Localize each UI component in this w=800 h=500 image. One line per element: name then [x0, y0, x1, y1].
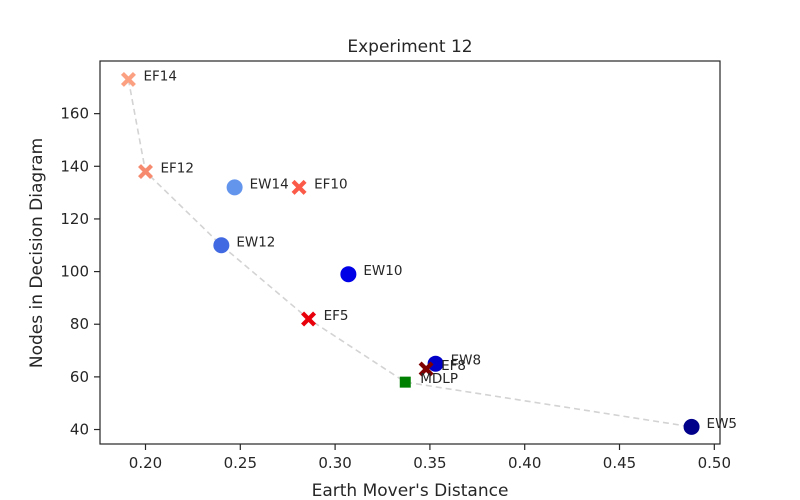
point-marker-ef12: [138, 164, 153, 180]
point-marker-ef14: [120, 71, 136, 87]
point-marker-ew5: [683, 418, 700, 435]
point-label-ef10: EF10: [314, 176, 347, 192]
point-marker-ew14: [226, 179, 243, 196]
point-ef14: EF14: [120, 68, 177, 87]
point-label-ew10: EW10: [363, 263, 402, 279]
point-marker-ew8: [427, 355, 444, 372]
point-marker-ef5: [301, 311, 317, 327]
x-tick-label: 0.40: [508, 454, 541, 472]
point-ef5: EF5: [301, 308, 349, 327]
point-ew12: EW12: [213, 234, 275, 254]
plot-frame: [99, 60, 721, 445]
point-ew10: EW10: [340, 263, 402, 283]
point-label-ew5: EW5: [707, 416, 737, 432]
point-marker-ef8: [418, 361, 434, 377]
point-label-ew12: EW12: [236, 234, 275, 250]
x-axis: 0.20 0.25 0.30 0.35 0.40 0.45 0.50: [129, 444, 731, 472]
x-tick-label: 0.30: [318, 454, 351, 472]
y-tick-label: 60: [70, 368, 89, 386]
point-mdlp: MDLP: [399, 371, 458, 388]
x-axis-label: Earth Mover's Distance: [312, 481, 509, 500]
x-tick-label: 0.20: [129, 454, 162, 472]
point-marker-ew10: [340, 266, 357, 283]
y-tick-label: 80: [70, 315, 89, 333]
point-label-ef5: EF5: [324, 308, 349, 324]
point-ew14: EW14: [226, 176, 289, 196]
point-ew5: EW5: [683, 416, 737, 435]
x-tick-label: 0.35: [413, 454, 446, 472]
chart-title: Experiment 12: [347, 37, 472, 57]
point-marker-mdlp: [399, 376, 411, 388]
y-axis: 40 60 80 100 120 140 160: [60, 105, 100, 439]
y-tick-label: 140: [60, 157, 89, 175]
x-tick-label: 0.25: [224, 454, 257, 472]
point-ef10: EF10: [291, 176, 348, 195]
y-axis-label: Nodes in Decision Diagram: [27, 138, 47, 368]
point-marker-ef10: [291, 179, 307, 195]
point-ef8: EF8: [418, 358, 466, 377]
point-label-ef14: EF14: [143, 68, 176, 84]
point-label-mdlp: MDLP: [420, 371, 458, 387]
point-ew8: EW8: [427, 353, 481, 372]
point-label-ef8: EF8: [441, 358, 466, 374]
x-tick-label: 0.50: [698, 454, 731, 472]
y-tick-label: 160: [60, 105, 89, 123]
point-marker-ew12: [213, 237, 230, 254]
point-label-ew8: EW8: [451, 353, 481, 369]
point-ef12: EF12: [138, 161, 194, 180]
y-tick-label: 100: [60, 263, 89, 281]
x-tick-label: 0.45: [603, 454, 636, 472]
point-label-ef12: EF12: [161, 161, 194, 177]
y-tick-label: 120: [60, 210, 89, 228]
point-label-ew14: EW14: [250, 176, 289, 192]
pareto-front-line: [127, 79, 692, 428]
y-tick-label: 40: [70, 421, 89, 439]
